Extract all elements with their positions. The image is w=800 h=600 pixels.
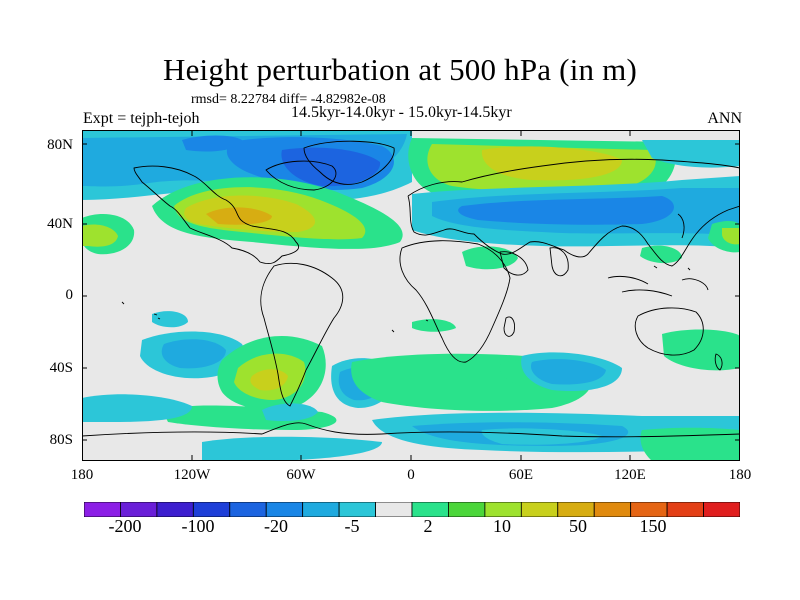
lon-label-0: 0 <box>407 467 415 483</box>
colorbar-swatch <box>666 502 704 517</box>
colorbar-label: -5 <box>344 516 360 536</box>
lat-label-40s: 40S <box>49 360 73 376</box>
colorbar-swatch <box>375 502 413 517</box>
lat-label-80n: 80N <box>47 137 73 153</box>
season-label: ANN <box>707 110 742 127</box>
contour-south-america <box>140 331 337 430</box>
colorbar-swatch <box>302 502 340 517</box>
lon-label-180-east: 180 <box>728 467 752 483</box>
contour-map <box>82 130 740 461</box>
colorbar-swatch <box>630 502 668 517</box>
colorbar-label: 150 <box>639 516 667 536</box>
experiment-label: Expt = tejph-tejoh <box>83 110 200 127</box>
colorbar-swatch <box>484 502 522 517</box>
colorbar-swatch <box>557 502 595 517</box>
contour-north-america-high <box>152 177 403 249</box>
contour-southern-ocean <box>82 329 740 461</box>
colorbar-swatch <box>593 502 632 517</box>
colorbar-swatch <box>520 502 559 517</box>
colorbar-swatch <box>448 502 486 517</box>
colorbar-swatch <box>192 502 231 517</box>
colorbar-swatch <box>229 502 267 517</box>
map-ticks <box>82 130 740 461</box>
colorbar-label: 2 <box>423 516 433 536</box>
colorbar-label: -100 <box>181 516 215 536</box>
lon-label-60e: 60E <box>508 467 534 483</box>
colorbar-swatch <box>265 502 304 517</box>
lon-label-180-west: 180 <box>70 467 94 483</box>
colorbar-label: 10 <box>493 516 511 536</box>
colorbar <box>84 502 740 517</box>
lat-label-0: 0 <box>65 287 74 303</box>
lon-label-120w: 120W <box>173 467 211 483</box>
lon-label-60w: 60W <box>286 467 316 483</box>
colorbar-swatch <box>338 502 376 517</box>
colorbar-swatch <box>84 502 121 517</box>
colorbar-swatch <box>411 502 449 517</box>
contour-pacific-lobes <box>82 214 740 255</box>
lat-label-80s: 80S <box>49 432 73 448</box>
colorbar-label: -200 <box>108 516 142 536</box>
lon-label-120e: 120E <box>614 467 646 483</box>
colorbar-swatch <box>156 502 194 517</box>
plot-title: Height perturbation at 500 hPa (in m) <box>162 52 638 87</box>
lat-label-40n: 40N <box>47 216 73 232</box>
colorbar-swatch <box>120 502 158 517</box>
stats-line: rmsd= 8.22784 diff= -4.82982e-08 <box>191 92 386 107</box>
colorbar-label: -20 <box>264 516 288 536</box>
contour-eurasia-low <box>412 140 740 248</box>
coastlines <box>82 140 740 438</box>
colorbar-swatch <box>703 502 740 517</box>
colorbar-label: 50 <box>569 516 587 536</box>
period-label: 14.5kyr-14.0kyr - 15.0kyr-14.5kyr <box>291 104 512 121</box>
